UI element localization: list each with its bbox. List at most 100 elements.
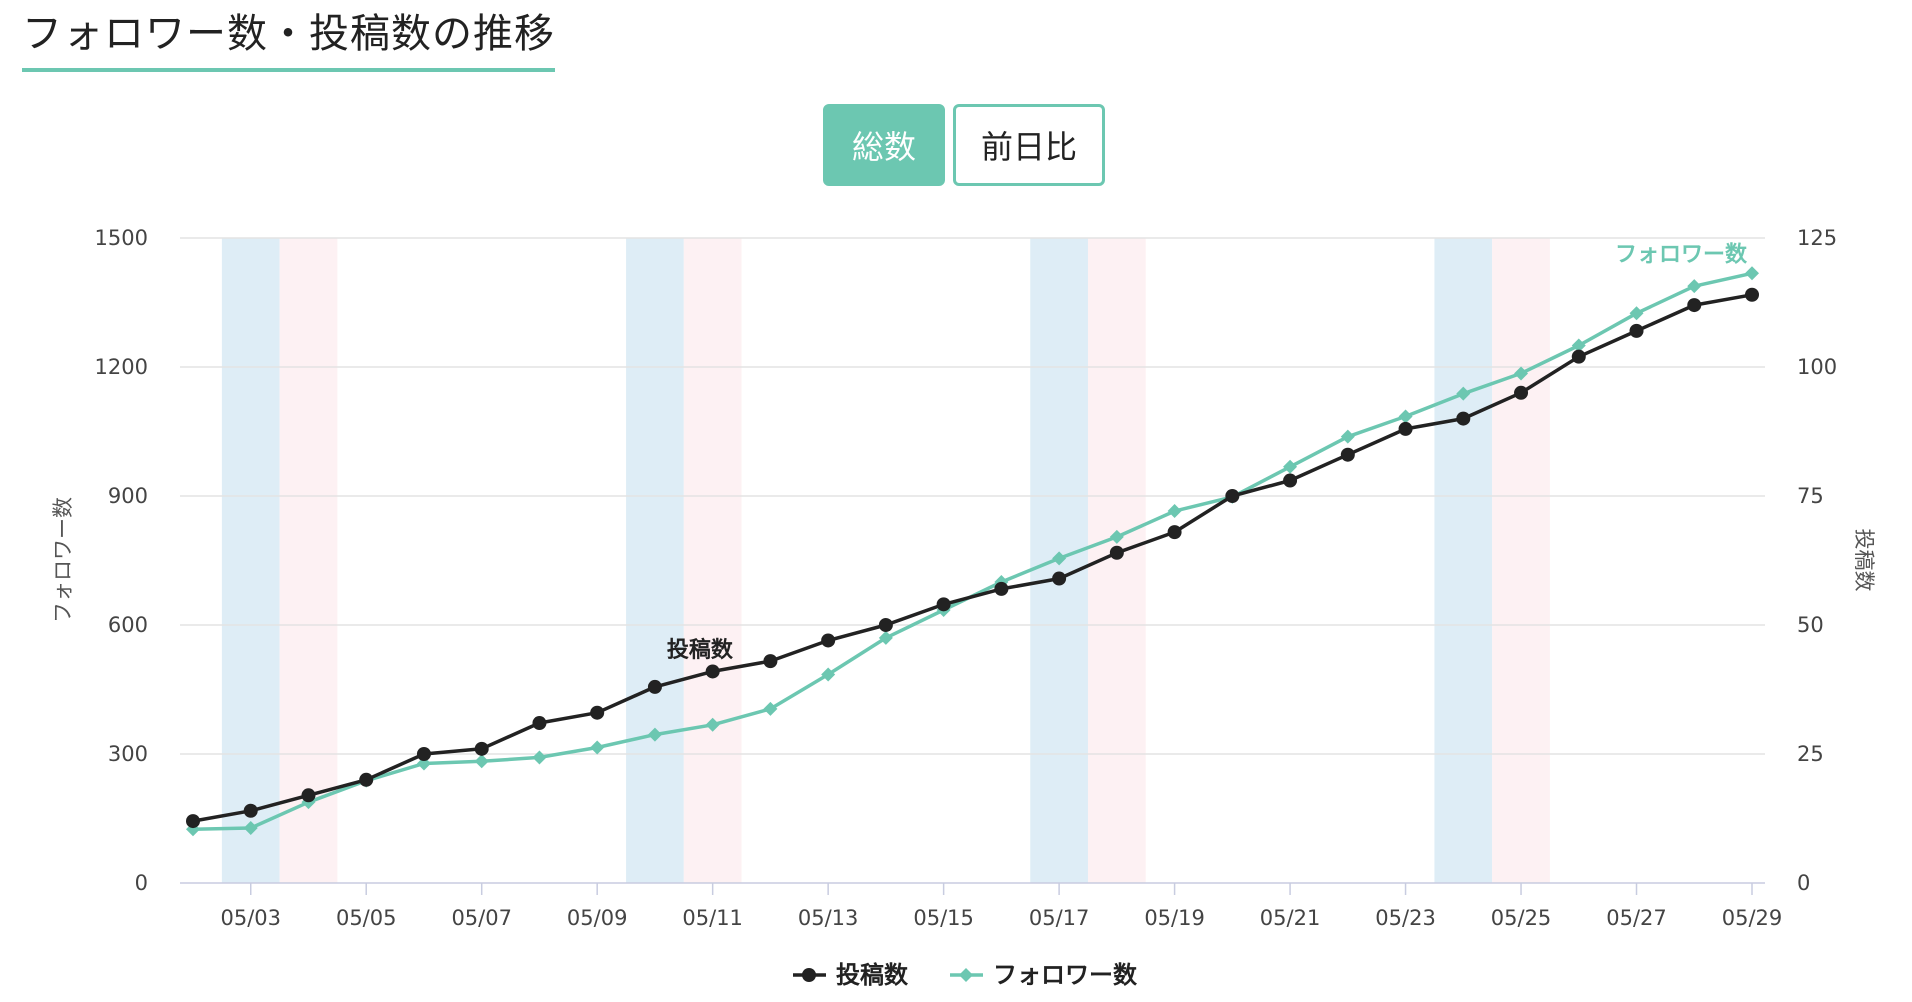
posts-point (1109, 545, 1124, 560)
x-tick-label: 05/27 (1606, 906, 1667, 930)
legend-followers-label: フォロワー数 (993, 961, 1138, 989)
y-right-ticks: 0 25 50 75 100 125 (1797, 226, 1837, 895)
posts-point (647, 679, 662, 694)
posts-point (186, 814, 200, 829)
sunday-band (1492, 238, 1550, 883)
posts-point (359, 772, 374, 787)
x-ticks: 05/03 05/05 05/07 05/09 05/11 05/13 05/15 05/17… (220, 883, 1782, 930)
followers-point (1514, 366, 1529, 381)
posts-point (1687, 298, 1702, 313)
followers-point (474, 754, 489, 769)
y-left-ticks: 0 300 600 900 1200 1500 (95, 226, 148, 895)
diff-button[interactable]: 前日比 (953, 104, 1105, 186)
series-points (186, 266, 1759, 837)
posts-point (705, 664, 720, 679)
y-left-tick-label: 1500 (95, 226, 148, 250)
x-tick-label: 05/13 (798, 906, 859, 930)
legend-posts-marker (802, 968, 816, 982)
sunday-band (683, 238, 742, 883)
y-left-tick-label: 1200 (95, 355, 148, 379)
y-right-tick-label: 125 (1797, 226, 1837, 250)
series-lines (192, 271, 1753, 832)
x-tick-label: 05/09 (567, 906, 628, 930)
posts-point (301, 788, 316, 803)
followers-point (1109, 529, 1124, 544)
followers-point (1629, 306, 1644, 321)
posts-point (763, 654, 778, 669)
posts-point (1167, 525, 1182, 540)
followers-point (1687, 279, 1702, 294)
y-right-tick-label: 25 (1797, 742, 1824, 766)
posts-point (1398, 421, 1413, 436)
legend-posts-label: 投稿数 (836, 961, 909, 989)
followers-point (763, 701, 778, 716)
followers-point (1745, 266, 1759, 281)
x-tick-label: 05/19 (1144, 906, 1205, 930)
followers-series-label: フォロワー数 (1615, 241, 1748, 267)
saturday-band (221, 238, 280, 883)
posts-line (192, 293, 1753, 823)
posts-point (936, 597, 951, 612)
page-title: フォロワー数・投稿数の推移 (22, 8, 555, 72)
y-right-axis-title: 投稿数 (1852, 529, 1876, 592)
followers-point (1167, 504, 1182, 519)
posts-point (821, 633, 836, 648)
legend: 投稿数 フォロワー数 (793, 961, 1138, 989)
followers-point (1571, 338, 1586, 353)
followers-point (878, 630, 893, 645)
weekend-bands (221, 238, 1550, 883)
followers-point (1340, 429, 1355, 444)
legend-followers-marker (959, 968, 973, 982)
posts-point (532, 716, 547, 731)
posts-point (474, 741, 489, 756)
x-tick-label: 05/05 (336, 906, 397, 930)
x-tick-label: 05/11 (682, 906, 743, 930)
posts-point (878, 618, 893, 632)
posts-point (243, 803, 258, 818)
posts-point (1456, 411, 1471, 426)
posts-point (994, 581, 1009, 596)
posts-point (1283, 473, 1298, 488)
y-left-axis-title: フォロワー数 (51, 497, 75, 623)
posts-series-label: 投稿数 (667, 637, 734, 663)
legend-item-followers[interactable]: フォロワー数 (950, 961, 1138, 989)
y-right-tick-label: 0 (1797, 871, 1810, 895)
x-tick-label: 05/29 (1722, 906, 1783, 930)
followers-point (1283, 459, 1298, 474)
x-tick-label: 05/25 (1491, 906, 1552, 930)
posts-point (590, 705, 605, 720)
posts-point (1340, 447, 1355, 462)
legend-item-posts[interactable]: 投稿数 (793, 961, 909, 989)
x-tick-label: 05/07 (451, 906, 512, 930)
sunday-band (279, 238, 338, 883)
followers-point (1456, 386, 1471, 401)
total-button[interactable]: 総数 (823, 104, 945, 186)
followers-point (1398, 409, 1413, 424)
posts-point (1629, 323, 1644, 338)
y-left-tick-label: 300 (108, 742, 148, 766)
x-tick-label: 05/03 (220, 906, 281, 930)
x-tick-label: 05/15 (913, 906, 974, 930)
x-tick-label: 05/23 (1375, 906, 1436, 930)
y-left-tick-label: 0 (135, 871, 148, 895)
followers-point (243, 820, 258, 835)
posts-point (1745, 287, 1759, 302)
followers-point (705, 717, 720, 732)
grid-lines (180, 237, 1765, 755)
followers-point (1052, 551, 1067, 566)
posts-point (1052, 571, 1067, 586)
y-left-tick-label: 900 (108, 484, 148, 508)
saturday-band (1434, 238, 1493, 883)
followers-point (590, 740, 605, 755)
followers-point (532, 750, 547, 765)
y-right-tick-label: 100 (1797, 355, 1837, 379)
x-tick-label: 05/21 (1260, 906, 1321, 930)
title-wrap: フォロワー数・投稿数の推移 (22, 8, 555, 72)
y-right-tick-label: 75 (1797, 484, 1824, 508)
posts-point (1225, 489, 1240, 503)
saturday-band (626, 238, 684, 883)
y-left-tick-label: 600 (108, 613, 148, 637)
y-right-tick-label: 50 (1797, 613, 1824, 637)
